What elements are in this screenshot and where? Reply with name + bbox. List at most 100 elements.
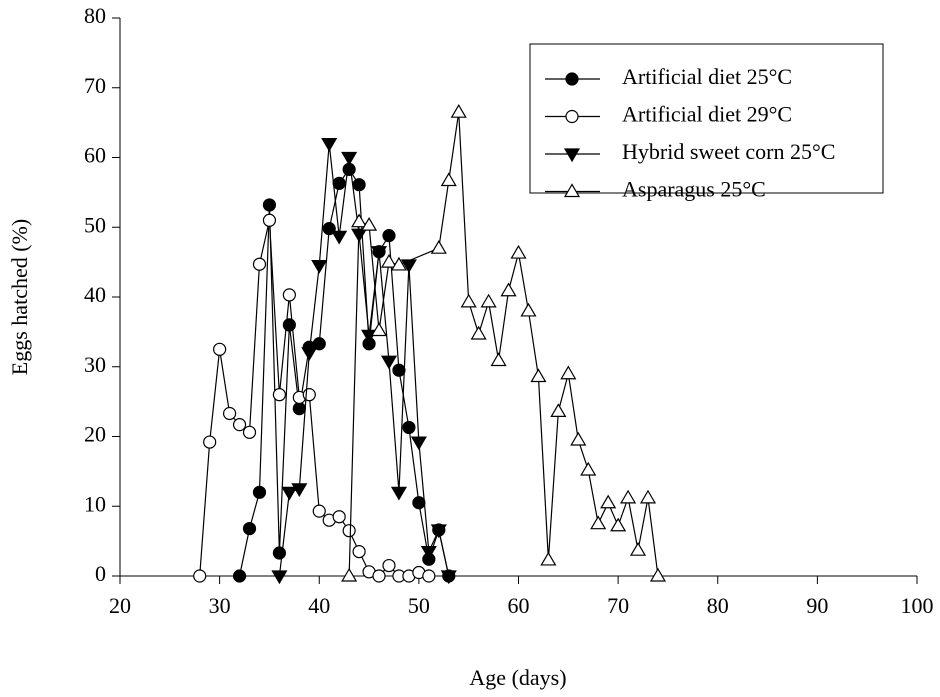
data-point bbox=[390, 256, 407, 271]
legend-marker bbox=[565, 109, 579, 124]
data-point bbox=[540, 551, 557, 566]
data-point bbox=[232, 418, 247, 432]
data-point bbox=[382, 558, 396, 573]
data-point bbox=[470, 325, 487, 340]
x-tick-label: 50 bbox=[408, 593, 430, 618]
data-point bbox=[342, 524, 356, 538]
data-point bbox=[252, 257, 267, 271]
legend-marker bbox=[563, 148, 581, 163]
y-axis-label: Eggs hatched (%) bbox=[7, 219, 32, 375]
y-tick-label: 50 bbox=[84, 212, 106, 237]
data-point bbox=[380, 253, 398, 268]
data-point bbox=[203, 435, 217, 449]
data-point bbox=[282, 288, 296, 302]
x-tick-label: 60 bbox=[508, 593, 530, 618]
x-tick-label: 90 bbox=[806, 593, 828, 618]
legend-label: Artificial diet 25°C bbox=[622, 64, 792, 89]
data-point bbox=[480, 293, 497, 308]
data-point bbox=[213, 342, 227, 356]
y-tick-label: 30 bbox=[84, 352, 106, 377]
data-point bbox=[351, 213, 368, 228]
data-point bbox=[570, 431, 587, 446]
y-tick-label: 60 bbox=[84, 143, 106, 168]
data-point bbox=[361, 329, 378, 344]
data-point bbox=[352, 544, 366, 559]
data-point bbox=[262, 213, 277, 227]
y-tick-label: 80 bbox=[84, 3, 106, 28]
data-point bbox=[520, 302, 537, 317]
data-point bbox=[292, 402, 306, 416]
x-tick-label: 70 bbox=[607, 593, 629, 618]
data-point bbox=[312, 337, 326, 351]
data-point bbox=[639, 489, 657, 504]
data-point bbox=[580, 461, 597, 476]
data-point bbox=[430, 239, 447, 254]
data-point bbox=[530, 368, 547, 383]
data-point bbox=[560, 365, 577, 380]
data-point bbox=[272, 388, 286, 402]
data-point bbox=[301, 347, 318, 361]
data-point bbox=[312, 504, 326, 518]
data-point bbox=[402, 420, 416, 435]
legend-label: Hybrid sweet corn 25°C bbox=[622, 139, 835, 164]
data-point bbox=[382, 229, 396, 243]
data-point bbox=[332, 176, 346, 190]
data-point bbox=[321, 137, 338, 152]
series-line bbox=[278, 143, 450, 577]
data-point bbox=[390, 486, 407, 501]
data-point bbox=[412, 496, 426, 510]
data-point bbox=[370, 246, 388, 260]
data-point bbox=[281, 486, 298, 501]
legend-marker bbox=[565, 72, 579, 86]
data-point bbox=[291, 483, 308, 498]
data-point bbox=[392, 363, 406, 377]
legend-marker bbox=[563, 183, 581, 198]
data-point bbox=[630, 542, 647, 556]
data-point bbox=[600, 494, 617, 509]
data-point bbox=[222, 406, 237, 421]
data-point bbox=[332, 510, 346, 524]
data-point bbox=[400, 259, 417, 274]
data-point bbox=[440, 172, 457, 187]
data-point bbox=[610, 517, 627, 532]
data-point bbox=[302, 388, 316, 402]
data-point bbox=[420, 545, 437, 560]
data-point bbox=[370, 322, 388, 337]
data-point bbox=[440, 570, 457, 585]
data-point bbox=[311, 260, 328, 274]
data-point bbox=[242, 521, 257, 536]
legend-box bbox=[529, 43, 884, 194]
x-tick-label: 30 bbox=[209, 593, 231, 618]
data-point bbox=[422, 569, 436, 583]
data-point bbox=[282, 318, 296, 332]
x-tick-label: 20 bbox=[109, 593, 131, 618]
data-point bbox=[380, 355, 398, 370]
data-point bbox=[620, 489, 637, 504]
data-point bbox=[410, 436, 427, 451]
y-tick-label: 20 bbox=[84, 422, 106, 447]
data-point bbox=[271, 570, 288, 585]
data-point bbox=[450, 103, 467, 118]
data-point bbox=[341, 151, 358, 166]
data-point bbox=[372, 569, 386, 583]
x-axis-label: Age (days) bbox=[469, 665, 566, 690]
data-point bbox=[232, 569, 247, 583]
data-point bbox=[361, 216, 378, 231]
data-point bbox=[500, 282, 517, 297]
data-point bbox=[272, 546, 286, 560]
data-point bbox=[252, 485, 267, 499]
y-tick-label: 70 bbox=[84, 73, 106, 98]
data-point bbox=[430, 524, 447, 539]
data-point bbox=[460, 293, 477, 308]
y-tick-label: 0 bbox=[95, 561, 106, 586]
data-point bbox=[649, 567, 667, 582]
data-point bbox=[590, 515, 607, 530]
x-tick-label: 80 bbox=[707, 593, 729, 618]
data-point bbox=[242, 425, 257, 439]
data-point bbox=[341, 567, 358, 582]
series-line bbox=[238, 168, 450, 577]
data-point bbox=[550, 403, 567, 417]
data-point bbox=[193, 569, 207, 583]
data-point bbox=[490, 352, 507, 367]
